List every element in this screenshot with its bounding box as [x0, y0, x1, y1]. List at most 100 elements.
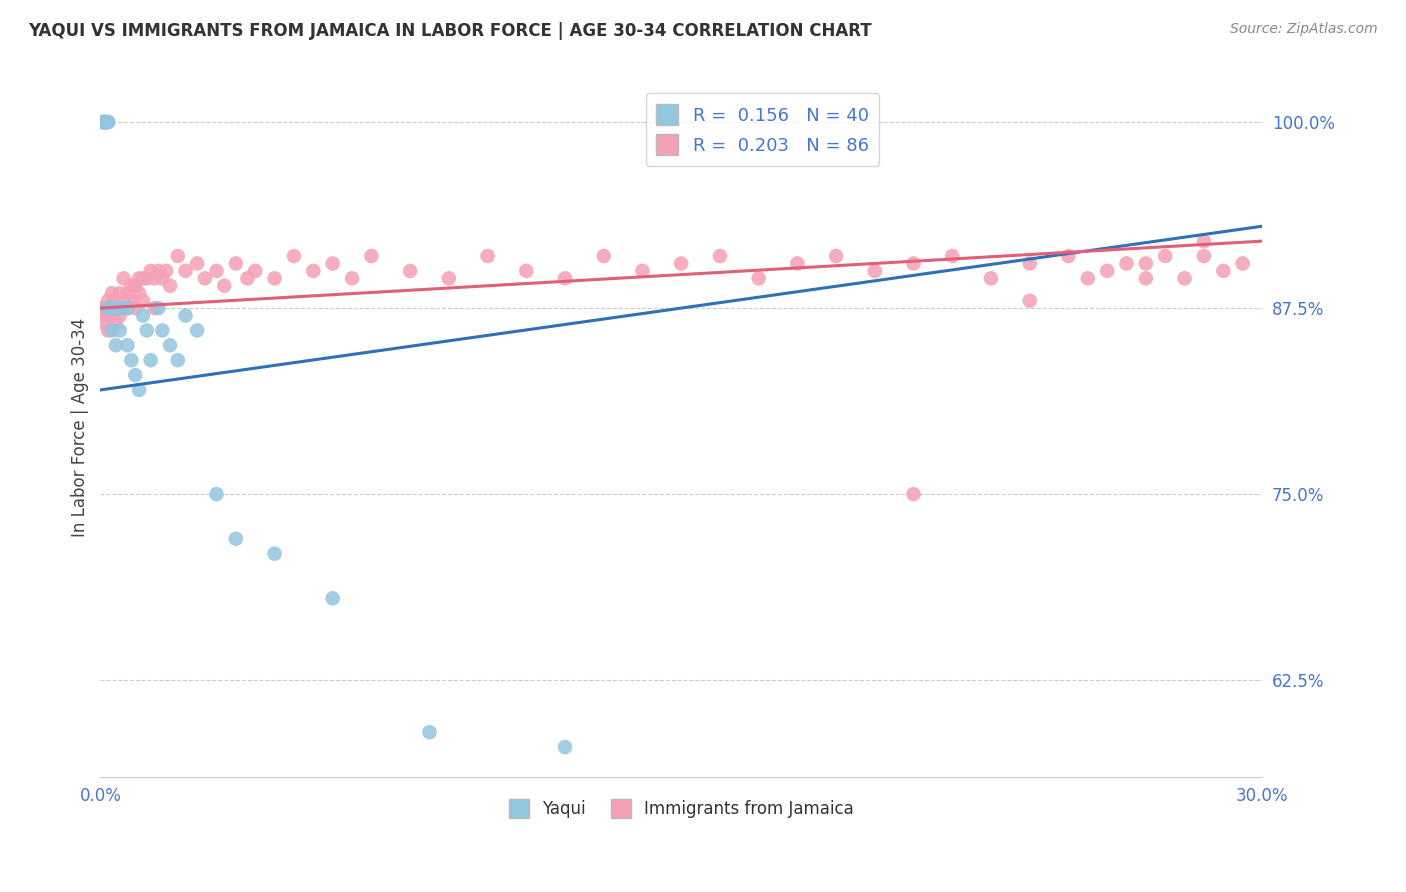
Point	[101, 286, 124, 301]
Point	[245, 264, 267, 278]
Point	[1192, 234, 1215, 248]
Point	[104, 293, 127, 308]
Point	[104, 301, 127, 315]
Point	[148, 264, 170, 278]
Point	[91, 301, 114, 315]
Point	[117, 301, 139, 315]
Point	[93, 301, 115, 315]
Point	[174, 264, 197, 278]
Point	[283, 249, 305, 263]
Point	[128, 271, 150, 285]
Point	[108, 301, 131, 315]
Point	[90, 301, 112, 315]
Point	[108, 286, 131, 301]
Point	[94, 115, 117, 129]
Point	[903, 487, 925, 501]
Point	[748, 271, 770, 285]
Point	[1115, 256, 1137, 270]
Y-axis label: In Labor Force | Age 30-34: In Labor Force | Age 30-34	[72, 318, 89, 537]
Point	[132, 271, 155, 285]
Point	[437, 271, 460, 285]
Point	[360, 249, 382, 263]
Point	[104, 301, 127, 315]
Point	[112, 293, 135, 308]
Point	[194, 271, 217, 285]
Point	[1018, 293, 1040, 308]
Point	[554, 271, 576, 285]
Point	[120, 293, 142, 308]
Point	[117, 301, 139, 315]
Point	[97, 309, 120, 323]
Point	[91, 115, 114, 129]
Point	[132, 309, 155, 323]
Point	[101, 301, 124, 315]
Point	[117, 286, 139, 301]
Point	[148, 301, 170, 315]
Text: YAQUI VS IMMIGRANTS FROM JAMAICA IN LABOR FORCE | AGE 30-34 CORRELATION CHART: YAQUI VS IMMIGRANTS FROM JAMAICA IN LABO…	[28, 22, 872, 40]
Point	[399, 264, 422, 278]
Point	[120, 278, 142, 293]
Point	[1232, 256, 1254, 270]
Point	[322, 256, 344, 270]
Point	[91, 301, 114, 315]
Point	[96, 115, 118, 129]
Point	[825, 249, 848, 263]
Point	[97, 323, 120, 337]
Point	[554, 740, 576, 755]
Point	[1135, 271, 1157, 285]
Point	[1057, 249, 1080, 263]
Point	[93, 115, 115, 129]
Text: Source: ZipAtlas.com: Source: ZipAtlas.com	[1230, 22, 1378, 37]
Point	[159, 338, 181, 352]
Point	[101, 323, 124, 337]
Point	[205, 487, 228, 501]
Point	[112, 271, 135, 285]
Point	[515, 264, 537, 278]
Point	[709, 249, 731, 263]
Point	[108, 309, 131, 323]
Point	[1018, 256, 1040, 270]
Point	[225, 532, 247, 546]
Point	[225, 256, 247, 270]
Point	[155, 264, 177, 278]
Point	[340, 271, 363, 285]
Point	[1135, 256, 1157, 270]
Point	[1212, 264, 1234, 278]
Point	[128, 286, 150, 301]
Point	[94, 115, 117, 129]
Point	[980, 271, 1002, 285]
Point	[139, 264, 162, 278]
Point	[263, 271, 285, 285]
Point	[159, 278, 181, 293]
Point	[139, 353, 162, 368]
Point	[97, 301, 120, 315]
Point	[96, 301, 118, 315]
Point	[786, 256, 808, 270]
Point	[101, 301, 124, 315]
Point	[108, 323, 131, 337]
Point	[186, 323, 208, 337]
Point	[302, 264, 325, 278]
Point	[1174, 271, 1197, 285]
Point	[128, 383, 150, 397]
Point	[93, 316, 115, 330]
Point	[1192, 249, 1215, 263]
Point	[135, 323, 157, 337]
Point	[263, 547, 285, 561]
Point	[322, 591, 344, 606]
Point	[236, 271, 259, 285]
Point	[186, 256, 208, 270]
Point	[101, 301, 124, 315]
Point	[97, 115, 120, 129]
Point	[1077, 271, 1099, 285]
Point	[150, 271, 173, 285]
Point	[214, 278, 236, 293]
Point	[1095, 264, 1118, 278]
Point	[143, 301, 166, 315]
Point	[205, 264, 228, 278]
Point	[124, 368, 146, 382]
Point	[97, 301, 120, 315]
Point	[132, 293, 155, 308]
Point	[143, 271, 166, 285]
Point	[96, 115, 118, 129]
